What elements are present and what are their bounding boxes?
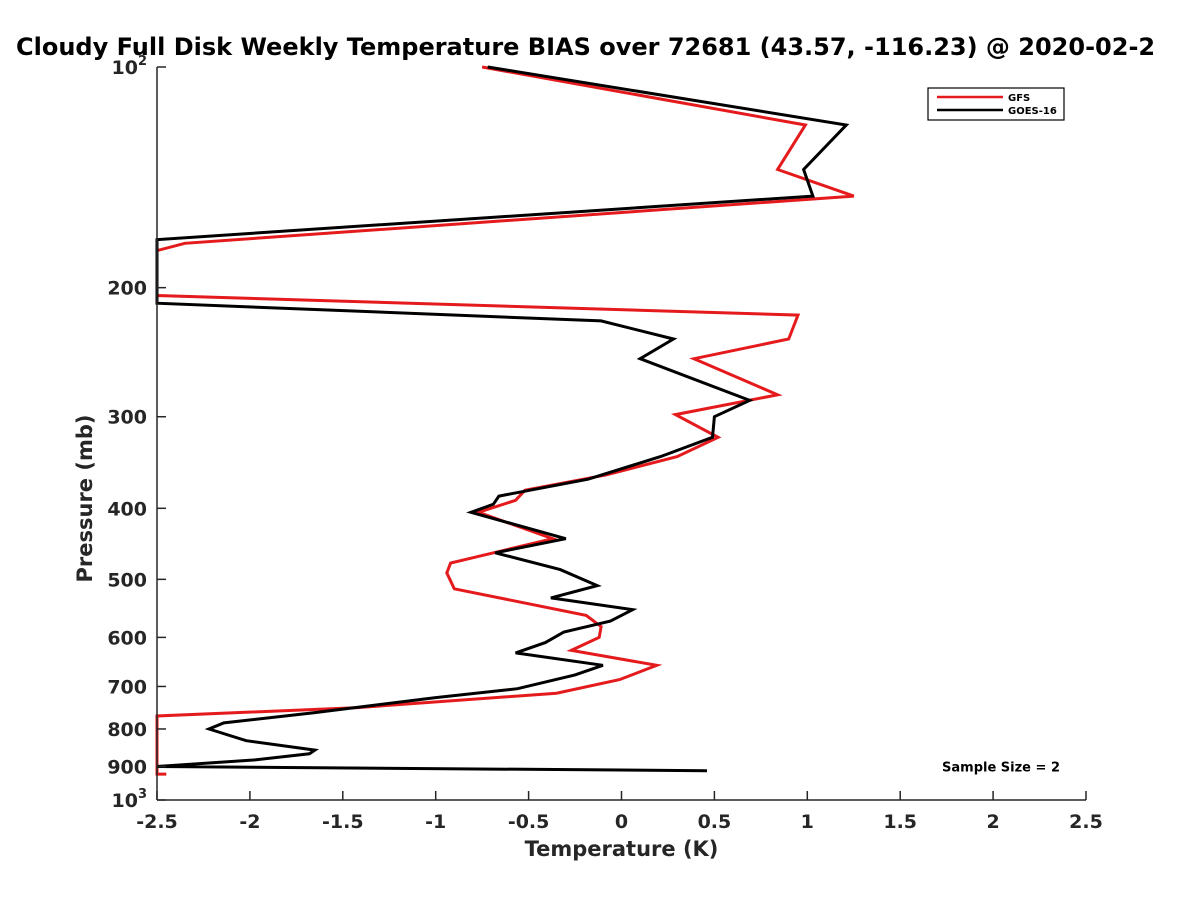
y-tick-label: 900: [107, 756, 147, 778]
y-tick-label: 400: [107, 498, 147, 520]
x-tick-label: 0: [615, 811, 628, 833]
plot-background: [157, 67, 1086, 800]
legend-label-gfs: GFS: [1008, 93, 1030, 104]
x-tick-label: -0.5: [508, 811, 550, 833]
y-tick-label: 103: [112, 787, 148, 812]
x-tick-label: 2: [986, 811, 999, 833]
legend-entries: GFS GOES-16: [937, 93, 1057, 117]
y-tick-label: 700: [107, 676, 147, 698]
x-tick-label: -1: [425, 811, 446, 833]
y-tick-label: 600: [107, 627, 147, 649]
x-tick-label: 1.5: [883, 811, 917, 833]
series-line-goes-16: [155, 65, 850, 773]
chart-title: Cloudy Full Disk Weekly Temperature BIAS…: [16, 33, 1155, 61]
x-axis-label: Temperature (K): [525, 837, 719, 861]
y-tick-label: 200: [107, 278, 147, 300]
y-tick-label: 500: [107, 569, 147, 591]
legend: GFS GOES-16: [927, 87, 1065, 121]
legend-box: [927, 87, 1065, 121]
y-tick-label: 800: [107, 719, 147, 741]
x-tick-label: -2.5: [136, 811, 178, 833]
y-tick-label: 300: [107, 407, 147, 429]
x-tick-label: -1.5: [322, 811, 364, 833]
sample-size-annotation: Sample Size = 2: [942, 760, 1060, 775]
x-tick-label: 2.5: [1069, 811, 1103, 833]
axes-layer: -2.5 -2 -1.5 -1 -0.5 0 0.5 1 1.5 2 2.5 102 200 300 40…: [107, 54, 1103, 833]
y-axis-ticks: 102 200 300 400 500 600 700 800 900 103: [107, 54, 166, 812]
x-tick-label: 0.5: [698, 811, 732, 833]
legend-label-goes-16: GOES-16: [1008, 106, 1057, 117]
x-tick-label: 1: [801, 811, 814, 833]
x-tick-label: -2: [239, 811, 260, 833]
plot-area: [155, 65, 1086, 800]
y-tick-label: 102: [112, 54, 148, 79]
x-axis-ticks: -2.5 -2 -1.5 -1 -0.5 0 0.5 1 1.5 2 2.5: [136, 791, 1103, 833]
y-axis-label: Pressure (mb): [73, 415, 97, 583]
